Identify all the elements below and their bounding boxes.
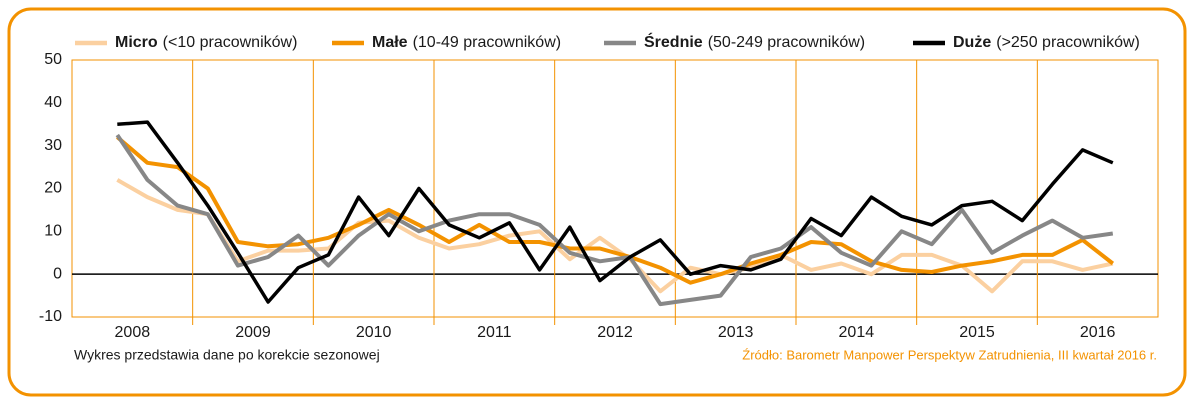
y-tick-label: 0 bbox=[53, 265, 62, 282]
legend-detail: (50-249 pracowników) bbox=[708, 34, 865, 51]
x-tick-label: 2011 bbox=[477, 324, 512, 341]
plot-area bbox=[71, 59, 1159, 318]
legend-label: Micro (<10 pracowników) bbox=[115, 34, 297, 51]
x-tick-label: 2009 bbox=[235, 324, 271, 341]
series-line bbox=[116, 178, 1114, 294]
legend-name: Małe bbox=[372, 34, 408, 51]
y-tick-label: 40 bbox=[44, 94, 62, 111]
legend-name: Micro bbox=[115, 34, 158, 51]
y-tick-label: 20 bbox=[44, 180, 62, 197]
note: Wykres przedstawia dane po korekcie sezo… bbox=[74, 347, 380, 363]
x-tick-label: 2013 bbox=[718, 324, 754, 341]
x-tick-label: 2010 bbox=[356, 324, 392, 341]
x-tick-label: 2012 bbox=[597, 324, 633, 341]
y-tick-label: 50 bbox=[44, 51, 62, 68]
legend-label: Średnie (50-249 pracowników) bbox=[644, 32, 865, 51]
series-line bbox=[117, 120, 1114, 304]
x-tick-label: 2008 bbox=[115, 324, 151, 341]
legend-detail: (10-49 pracowników) bbox=[413, 34, 562, 51]
x-tick-label: 2015 bbox=[959, 324, 995, 341]
legend-detail: (>250 pracowników) bbox=[996, 34, 1140, 51]
source: Źródło: Barometr Manpower Perspektyw Zat… bbox=[742, 347, 1157, 362]
x-tick-label: 2016 bbox=[1080, 324, 1116, 341]
legend-detail: (<10 pracowników) bbox=[163, 34, 298, 51]
y-tick-label: 10 bbox=[44, 223, 62, 240]
legend-label: Duże (>250 pracowników) bbox=[953, 34, 1140, 51]
legend-name: Średnie bbox=[644, 32, 703, 51]
y-tick-label: 30 bbox=[44, 137, 62, 154]
legend-label: Małe (10-49 pracowników) bbox=[372, 34, 561, 51]
frame bbox=[7, 7, 1187, 397]
legend-name: Duże bbox=[953, 34, 991, 51]
series-line bbox=[115, 133, 1114, 307]
y-tick-label: -10 bbox=[39, 308, 62, 325]
x-tick-label: 2014 bbox=[839, 324, 875, 341]
